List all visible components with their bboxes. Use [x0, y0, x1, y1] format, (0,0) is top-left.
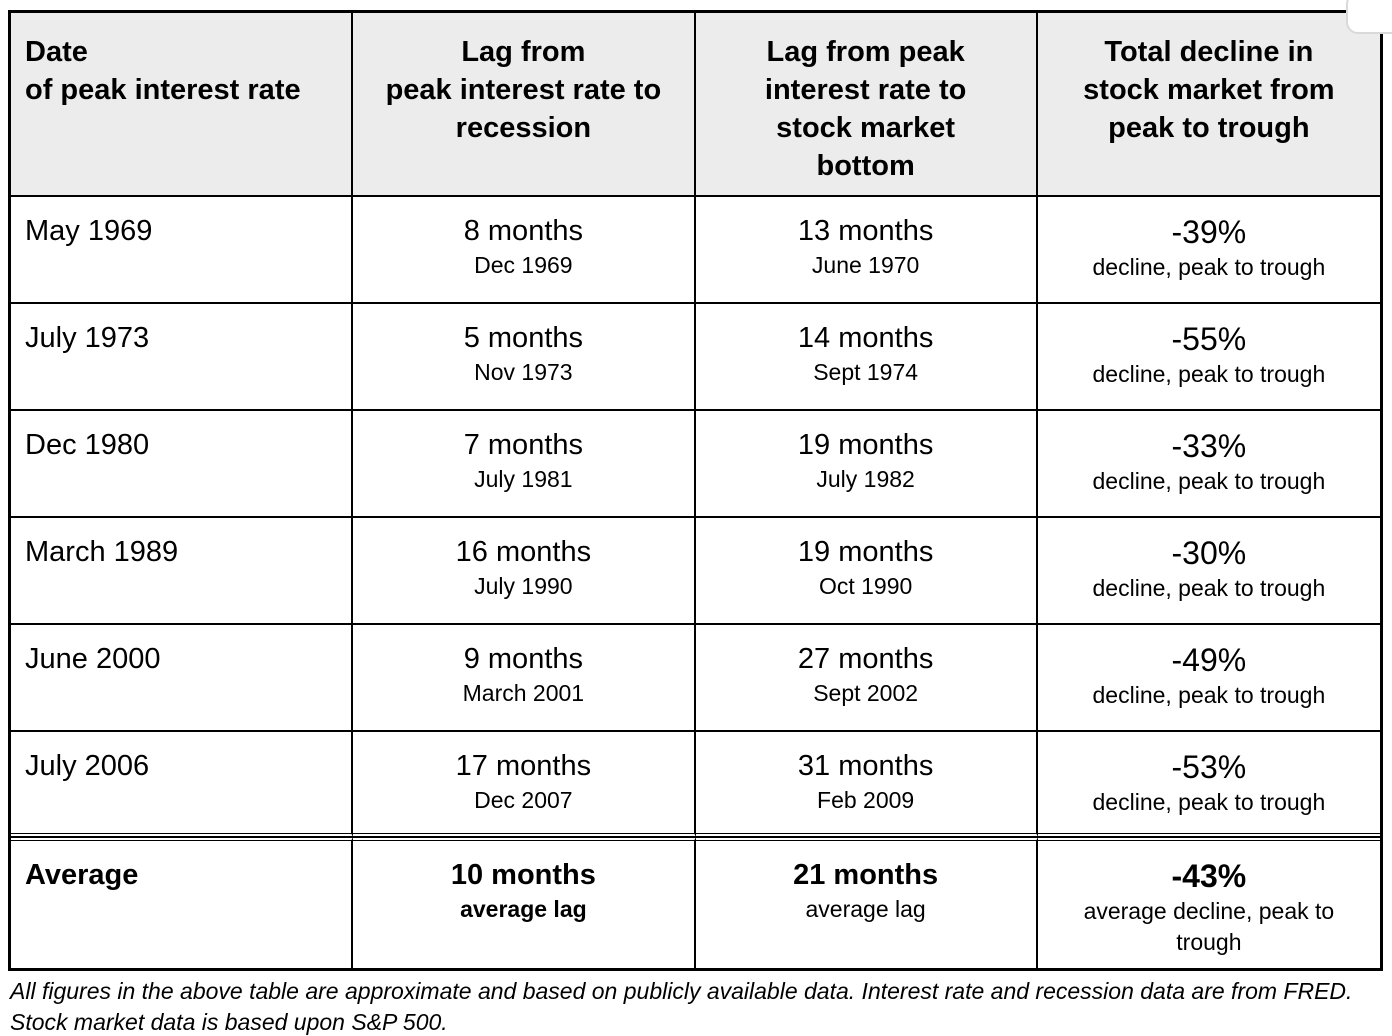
peak-date-cell: June 2000: [11, 623, 354, 730]
lag-date: Dec 1969: [474, 252, 573, 278]
peak-date-cell: March 1989: [11, 516, 354, 623]
lag-bottom-cell: 19 months Oct 1990: [695, 516, 1038, 623]
header-line: bottom: [816, 150, 915, 182]
average-decline-value: -43%: [1171, 858, 1247, 894]
footnote: All figures in the above table are appro…: [10, 976, 1392, 1036]
lag-value: 17 months: [455, 750, 592, 782]
lag-bottom-cell: 19 months July 1982: [695, 409, 1038, 516]
average-lag-caption: average lag: [460, 896, 587, 922]
decline-caption: decline, peak to trough: [1092, 575, 1326, 601]
header-line: of peak interest rate: [25, 74, 301, 106]
lag-bottom-cell: 13 months June 1970: [695, 195, 1038, 302]
header-line: stock market: [776, 112, 956, 144]
decline-value: -30%: [1171, 535, 1247, 571]
lag-date: June 1970: [811, 252, 920, 278]
header-line: Lag from peak: [766, 36, 965, 68]
average-lag-recession-cell: 10 months average lag: [353, 837, 696, 968]
lag-value: 16 months: [455, 536, 592, 568]
lag-value: 27 months: [797, 643, 934, 675]
decline-cell: -53% decline, peak to trough: [1037, 730, 1380, 837]
table-row: Dec 1980 7 months July 1981 19 months Ju…: [11, 409, 1380, 516]
lag-value: 9 months: [463, 643, 584, 675]
lag-value: 7 months: [463, 429, 584, 461]
lag-recession-cell: 17 months Dec 2007: [353, 730, 696, 837]
peak-date-cell: Dec 1980: [11, 409, 354, 516]
header-lag-to-recession: Lag from peak interest rate to recession: [353, 13, 696, 195]
lag-bottom-cell: 14 months Sept 1974: [695, 302, 1038, 409]
lag-value: 31 months: [797, 750, 934, 782]
table-row: May 1969 8 months Dec 1969 13 months Jun…: [11, 195, 1380, 302]
decline-caption: decline, peak to trough: [1092, 468, 1326, 494]
average-decline-caption: average decline, peak to trough: [1083, 898, 1335, 955]
decline-caption: decline, peak to trough: [1092, 361, 1326, 387]
lag-bottom-cell: 27 months Sept 2002: [695, 623, 1038, 730]
lag-value: 19 months: [797, 429, 934, 461]
decline-cell: -30% decline, peak to trough: [1037, 516, 1380, 623]
lag-date: Dec 2007: [474, 787, 573, 813]
lag-date: July 1981: [474, 466, 573, 492]
decline-value: -55%: [1171, 321, 1247, 357]
lag-date: Feb 2009: [817, 787, 915, 813]
lag-recession-cell: 5 months Nov 1973: [353, 302, 696, 409]
average-row: Average 10 months average lag 21 months …: [11, 837, 1380, 968]
lag-value: 13 months: [797, 215, 934, 247]
decline-caption: decline, peak to trough: [1092, 254, 1326, 280]
lag-value: 14 months: [797, 322, 934, 354]
average-lag-value: 10 months: [450, 859, 596, 891]
lag-date: July 1990: [474, 573, 573, 599]
decline-value: -33%: [1171, 428, 1247, 464]
lag-value: 8 months: [463, 215, 584, 247]
peak-date-cell: July 2006: [11, 730, 354, 837]
lag-date: Sept 2002: [813, 680, 919, 706]
peak-date-cell: July 1973: [11, 302, 354, 409]
decline-cell: -39% decline, peak to trough: [1037, 195, 1380, 302]
lag-date: Sept 1974: [813, 359, 919, 385]
decline-cell: -49% decline, peak to trough: [1037, 623, 1380, 730]
table-row: March 1989 16 months July 1990 19 months…: [11, 516, 1380, 623]
lag-date: March 2001: [462, 680, 585, 706]
lag-date: Oct 1990: [818, 573, 913, 599]
table-row: July 2006 17 months Dec 2007 31 months F…: [11, 730, 1380, 837]
header-date-of-peak: Date of peak interest rate: [11, 13, 354, 195]
header-line: stock market from: [1083, 74, 1335, 106]
header-lag-to-market-bottom: Lag from peak interest rate to stock mar…: [695, 13, 1038, 195]
lag-recession-cell: 16 months July 1990: [353, 516, 696, 623]
decline-value: -53%: [1171, 749, 1247, 785]
lag-recession-cell: 9 months March 2001: [353, 623, 696, 730]
average-lag-caption: average lag: [805, 896, 926, 922]
header-line: peak to trough: [1108, 112, 1310, 144]
average-lag-bottom-cell: 21 months average lag: [695, 837, 1038, 968]
interest-rate-recession-table: Date of peak interest rate Lag from peak…: [8, 10, 1383, 971]
decline-value: -39%: [1171, 214, 1247, 250]
peak-date-cell: May 1969: [11, 195, 354, 302]
header-line: Lag from: [461, 36, 586, 68]
table-row: June 2000 9 months March 2001 27 months …: [11, 623, 1380, 730]
lag-recession-cell: 7 months July 1981: [353, 409, 696, 516]
average-label-cell: Average: [11, 837, 354, 968]
header-line: recession: [455, 112, 592, 144]
lag-date: Nov 1973: [474, 359, 573, 385]
average-lag-value: 21 months: [793, 859, 939, 891]
lag-bottom-cell: 31 months Feb 2009: [695, 730, 1038, 837]
header-line: Total decline in: [1104, 36, 1314, 68]
decline-cell: -55% decline, peak to trough: [1037, 302, 1380, 409]
lag-value: 5 months: [463, 322, 584, 354]
footnote-line-1: All figures in the above table are appro…: [10, 978, 1353, 1004]
average-decline-cell: -43% average decline, peak to trough: [1037, 837, 1380, 968]
decline-caption: decline, peak to trough: [1092, 789, 1326, 815]
table-row: July 1973 5 months Nov 1973 14 months Se…: [11, 302, 1380, 409]
lag-recession-cell: 8 months Dec 1969: [353, 195, 696, 302]
lag-date: July 1982: [816, 466, 915, 492]
header-line: Date: [25, 36, 88, 68]
corner-overlay-control[interactable]: [1346, 0, 1392, 34]
header-total-decline: Total decline in stock market from peak …: [1037, 13, 1380, 195]
lag-value: 19 months: [797, 536, 934, 568]
decline-cell: -33% decline, peak to trough: [1037, 409, 1380, 516]
header-line: peak interest rate to: [385, 74, 662, 106]
footnote-line-2: Stock market data is based upon S&P 500.: [10, 1009, 448, 1035]
header-line: interest rate to: [764, 74, 967, 106]
decline-caption: decline, peak to trough: [1092, 682, 1326, 708]
table-header-row: Date of peak interest rate Lag from peak…: [11, 13, 1380, 195]
decline-value: -49%: [1171, 642, 1247, 678]
